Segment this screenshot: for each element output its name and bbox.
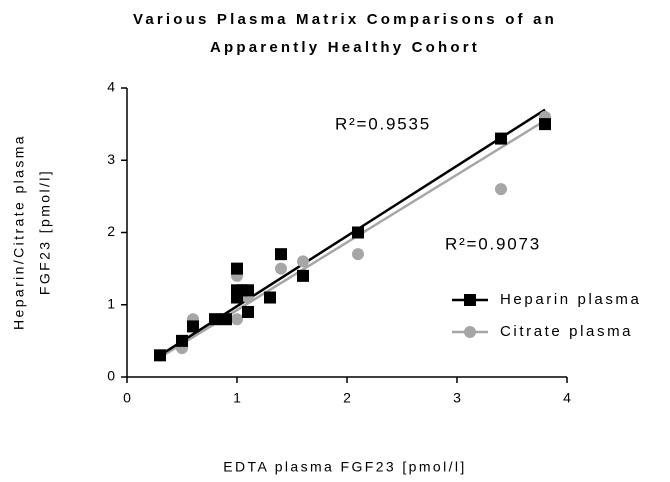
- point: [495, 183, 507, 196]
- y-axis-label: FGF23 [pmol/l]: [37, 169, 53, 295]
- legend-label: Citrate plasma: [500, 323, 633, 340]
- r-squared-annotation: R²=0.9535: [335, 114, 431, 133]
- point: [231, 313, 243, 326]
- legend-label: Heparin plasma: [500, 291, 641, 308]
- point: [154, 349, 166, 362]
- point: [220, 313, 232, 326]
- point: [352, 226, 364, 239]
- x-tick-label: 0: [123, 390, 131, 406]
- point: [176, 334, 188, 347]
- point: [275, 262, 287, 275]
- y-tick-label: 1: [107, 295, 115, 311]
- point: [264, 291, 276, 304]
- y-tick-label: 4: [107, 79, 115, 95]
- point: [352, 248, 364, 261]
- point: [297, 269, 309, 282]
- y-tick-label: 3: [107, 151, 115, 167]
- y-tick-label: 0: [107, 368, 115, 384]
- point: [539, 118, 551, 131]
- y-tick-label: 2: [107, 223, 115, 239]
- x-tick-label: 3: [453, 390, 461, 406]
- point: [275, 248, 287, 261]
- point: [242, 305, 254, 318]
- point: [495, 132, 507, 145]
- point: [187, 320, 199, 333]
- point: [242, 284, 254, 297]
- x-tick-label: 2: [343, 390, 351, 406]
- legend-swatch: [464, 294, 476, 306]
- y-axis-label: Heparin/Citrate plasma: [11, 134, 27, 330]
- point: [231, 262, 243, 275]
- chart-title: Apparently Healthy Cohort: [210, 39, 480, 56]
- x-tick-label: 1: [233, 390, 241, 406]
- point: [209, 313, 221, 326]
- legend-swatch: [464, 326, 476, 338]
- r-squared-annotation: R²=0.9073: [445, 234, 541, 253]
- x-tick-label: 4: [563, 390, 571, 406]
- chart-title: Various Plasma Matrix Comparisons of an: [133, 11, 557, 28]
- point: [297, 255, 309, 268]
- x-axis-label: EDTA plasma FGF23 [pmol/l]: [223, 459, 466, 475]
